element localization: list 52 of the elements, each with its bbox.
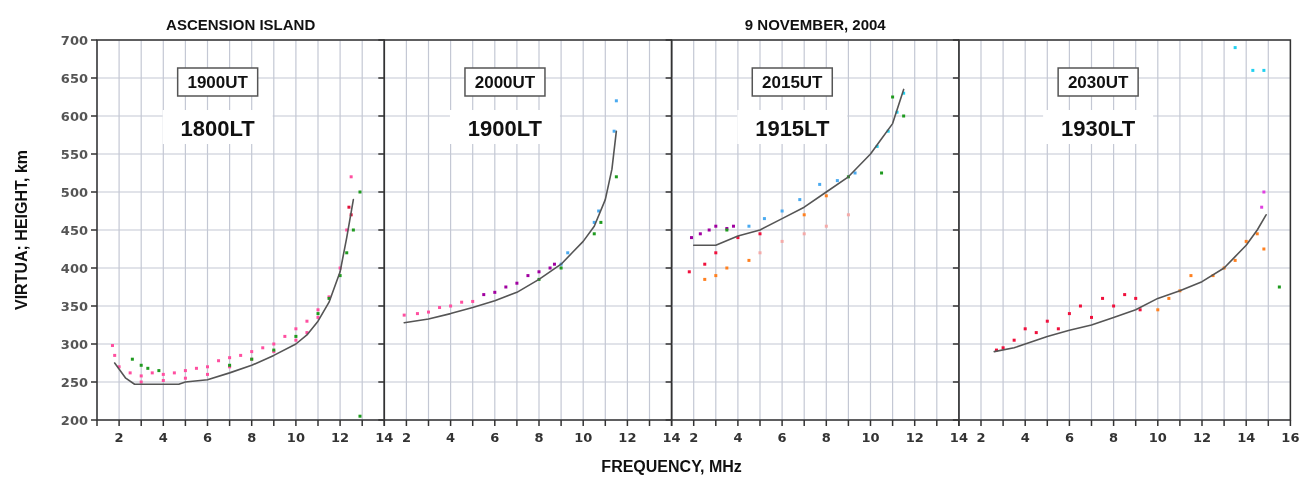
x-tick-label: 2	[976, 430, 986, 445]
y-tick-label: 300	[60, 336, 88, 352]
chart-title: 9 NOVEMBER, 2004	[744, 16, 887, 33]
y-tick-label: 350	[60, 298, 88, 314]
x-tick-label: 10	[286, 430, 305, 445]
y-tick-label: 250	[60, 374, 88, 390]
x-tick-label: 8	[821, 430, 831, 445]
x-tick-label: 8	[1109, 430, 1119, 445]
y-tick-label: 400	[60, 260, 88, 276]
annotation: 1930LT	[1061, 116, 1136, 141]
annotation: 2030UT	[1067, 73, 1129, 92]
chart-title: ASCENSION ISLAND	[166, 16, 316, 33]
x-tick-label: 12	[905, 430, 924, 445]
x-tick-label: 4	[158, 430, 168, 445]
x-tick-label: 10	[574, 430, 593, 445]
x-tick-label: 14	[375, 430, 394, 445]
x-tick-label: 6	[1064, 430, 1074, 445]
x-tick-label: 6	[490, 430, 500, 445]
y-tick-label: 600	[60, 108, 88, 124]
x-tick-label: 16	[1281, 430, 1300, 445]
y-axis-title: VIRTUA; HEIGHT, km	[13, 149, 30, 311]
x-tick-label: 6	[777, 430, 787, 445]
x-tick-label: 4	[446, 430, 456, 445]
x-tick-label: 12	[1192, 430, 1212, 445]
x-tick-label: 14	[1237, 430, 1256, 445]
x-axis-title: FREQUENCY, MHz	[601, 458, 742, 475]
y-tick-label: 200	[60, 412, 88, 428]
x-tick-label: 8	[534, 430, 544, 445]
annotation: 1800LT	[180, 116, 256, 141]
x-tick-label: 10	[861, 430, 880, 445]
x-tick-label: 4	[1020, 430, 1030, 445]
x-tick-label: 2	[114, 430, 124, 445]
x-tick-label: 8	[247, 430, 257, 445]
annotation: 2000UT	[474, 73, 536, 92]
y-tick-label: 550	[60, 146, 88, 162]
x-tick-label: 4	[733, 430, 743, 445]
y-tick-label: 450	[60, 222, 88, 238]
annotation: 2015UT	[762, 73, 824, 92]
x-tick-label: 12	[331, 430, 350, 445]
x-tick-label: 14	[662, 430, 681, 445]
annotation: 1915LT	[755, 116, 830, 141]
x-tick-label: 2	[689, 430, 699, 445]
x-tick-label: 14	[949, 430, 968, 445]
y-tick-label: 700	[60, 32, 88, 48]
x-tick-label: 2	[401, 430, 411, 445]
x-tick-label: 6	[202, 430, 213, 445]
y-tick-label: 650	[60, 70, 88, 86]
annotation: 1900UT	[187, 73, 249, 92]
annotation: 1900LT	[467, 116, 543, 141]
x-tick-label: 10	[1148, 430, 1167, 445]
y-tick-label: 500	[60, 184, 88, 200]
x-tick-label: 12	[618, 430, 637, 445]
